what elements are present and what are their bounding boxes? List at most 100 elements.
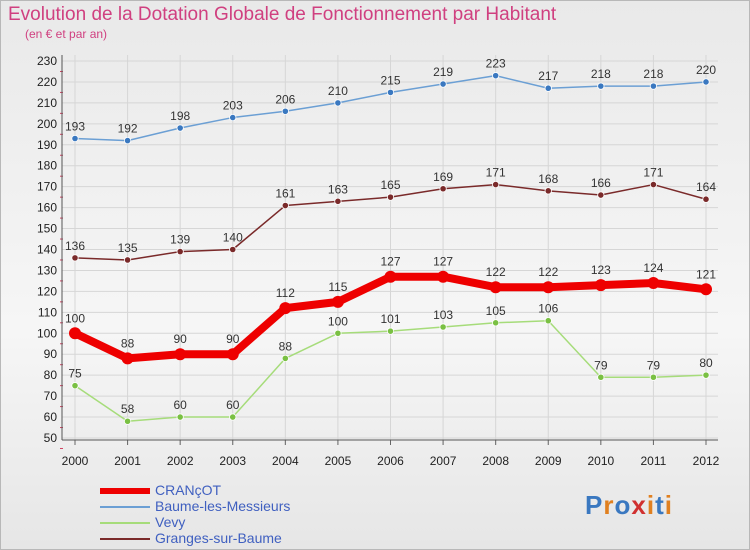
point-granges-sur-baume-2001 (123, 256, 132, 264)
logo-letter: o (614, 490, 632, 520)
legend-swatch-baume (100, 506, 150, 508)
label-granges-sur-baume-2007: 169 (433, 170, 453, 184)
point-vevy-2007 (439, 323, 447, 331)
point-baume-les-messieurs-2011 (649, 82, 658, 90)
label-baume-les-messieurs-2004: 206 (275, 92, 295, 106)
legend-swatch-crancot (100, 488, 150, 494)
label-baume-les-messieurs-2006: 215 (380, 73, 400, 87)
y-tick-190: 190 (37, 138, 57, 152)
label-baume-les-messieurs-2005: 210 (328, 84, 348, 98)
point-granges-sur-baume-2010 (597, 191, 605, 199)
point-vevy-2001 (123, 417, 132, 425)
label-vevy-2004: 88 (279, 339, 293, 353)
logo-letter: r (603, 490, 615, 520)
y-tick-210: 210 (37, 96, 57, 110)
label-cran-ot-2006: 127 (380, 255, 400, 269)
y-axis: 50 60 70 80 90 100 110 120 130 140 150 160 170 180 190… (37, 54, 63, 449)
grid-lines (62, 55, 718, 445)
y-tick-90: 90 (44, 347, 58, 361)
y-tick-140: 140 (37, 243, 57, 257)
point-granges-sur-baume-2008 (492, 180, 500, 189)
y-tick-220: 220 (37, 75, 57, 89)
point-granges-sur-baume-2002 (176, 247, 184, 256)
logo-letter: i (646, 490, 656, 520)
label-granges-sur-baume-2009: 168 (538, 172, 558, 186)
point-vevy-2002 (176, 413, 184, 421)
legend-label-crancot: CRANçOT (155, 482, 222, 498)
label-granges-sur-baume-2000: 136 (65, 239, 85, 253)
label-granges-sur-baume-2010: 166 (591, 176, 611, 190)
point-baume-les-messieurs-2001 (123, 136, 132, 145)
x-tick-2000: 2000 (62, 454, 89, 468)
x-tick-2006: 2006 (377, 454, 404, 468)
point-granges-sur-baume-2012 (702, 195, 710, 203)
point-vevy-2011 (649, 373, 658, 381)
point-baume-les-messieurs-2004 (281, 107, 289, 115)
point-cran-ot-2011 (647, 277, 660, 290)
legend-label-granges: Granges-sur-Baume (155, 530, 282, 546)
y-tick-110: 110 (38, 305, 57, 319)
legend-swatch-granges (100, 538, 150, 540)
proxiti-logo: Proxiti (585, 490, 673, 521)
x-tick-2005: 2005 (325, 454, 352, 468)
point-vevy-2004 (281, 354, 289, 363)
label-vevy-2001: 58 (121, 402, 135, 416)
legend-item-vevy: Vevy (100, 514, 360, 531)
y-tick-150: 150 (37, 222, 57, 236)
x-tick-2001: 2001 (114, 454, 141, 468)
y-tick-100: 100 (37, 326, 57, 340)
point-granges-sur-baume-2007 (439, 185, 447, 193)
label-baume-les-messieurs-2010: 218 (591, 67, 611, 81)
label-granges-sur-baume-2012: 164 (696, 180, 716, 194)
point-vevy-2003 (229, 413, 237, 421)
label-cran-ot-2007: 127 (433, 255, 453, 269)
data-labels: 193 192 198 203 206 210 215 219 223 217 218 218 220 1… (65, 57, 716, 417)
legend-item-crancot: CRANçOT (100, 482, 360, 499)
label-baume-les-messieurs-2003: 203 (223, 99, 243, 113)
point-vevy-2012 (702, 371, 710, 379)
label-cran-ot-2005: 115 (328, 280, 347, 294)
label-baume-les-messieurs-2001: 192 (118, 122, 138, 136)
legend-item-granges: Granges-sur-Baume (100, 530, 360, 547)
label-baume-les-messieurs-2007: 219 (433, 65, 453, 79)
x-tick-2009: 2009 (535, 454, 562, 468)
logo-letter: i (664, 490, 673, 520)
legend-swatch-vevy (100, 522, 150, 524)
y-tick-50: 50 (44, 431, 58, 445)
point-vevy-2000 (71, 382, 79, 390)
y-tick-80: 80 (44, 368, 58, 382)
y-tick-180: 180 (37, 159, 57, 173)
y-tick-130: 130 (37, 263, 57, 277)
point-granges-sur-baume-2000 (71, 254, 79, 262)
point-cran-ot-2006 (384, 270, 397, 283)
label-granges-sur-baume-2006: 165 (380, 178, 400, 192)
point-granges-sur-baume-2009 (544, 187, 552, 195)
label-baume-les-messieurs-2009: 217 (538, 69, 558, 83)
label-cran-ot-2008: 122 (486, 265, 506, 279)
point-baume-les-messieurs-2008 (492, 72, 500, 80)
label-vevy-2008: 105 (486, 304, 506, 318)
point-vevy-2005 (334, 329, 342, 337)
label-baume-les-messieurs-2012: 220 (696, 63, 716, 77)
label-cran-ot-2009: 122 (538, 265, 558, 279)
logo-letter: x (631, 490, 647, 520)
label-granges-sur-baume-2008: 171 (486, 166, 506, 180)
label-baume-les-messieurs-2008: 223 (486, 57, 506, 71)
legend-label-vevy: Vevy (155, 514, 186, 530)
point-cran-ot-2004 (279, 302, 292, 315)
x-tick-2002: 2002 (167, 454, 194, 468)
chart-title: Evolution de la Dotation Globale de Fonc… (8, 4, 557, 25)
x-tick-2011: 2011 (641, 454, 667, 468)
x-tick-2010: 2010 (587, 454, 614, 468)
x-tick-2008: 2008 (482, 454, 509, 468)
point-vevy-2006 (386, 327, 395, 335)
legend-item-baume: Baume-les-Messieurs (100, 498, 360, 515)
label-cran-ot-2002: 90 (173, 332, 187, 346)
label-granges-sur-baume-2011: 171 (643, 166, 663, 180)
label-cran-ot-2004: 112 (276, 286, 295, 300)
point-baume-les-messieurs-2010 (597, 82, 605, 90)
point-baume-les-messieurs-2012 (702, 78, 710, 86)
label-cran-ot-2001: 88 (121, 336, 135, 350)
y-tick-170: 170 (37, 180, 57, 194)
label-cran-ot-2000: 100 (65, 311, 85, 325)
